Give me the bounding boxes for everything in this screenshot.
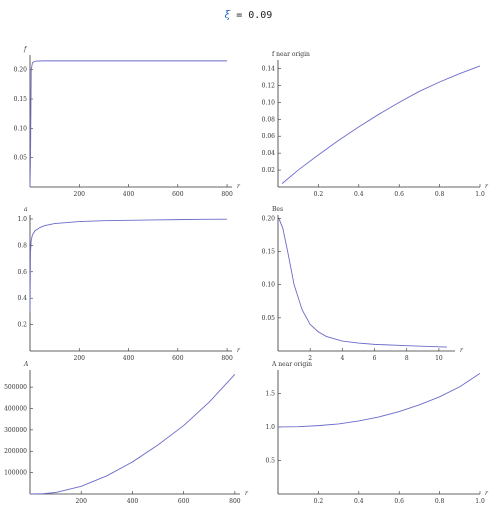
f-origin-x-tick-label: 0.8	[435, 191, 445, 198]
page-title: ξ = 0.09	[0, 10, 497, 21]
A-full-y-tick-label: 200000	[4, 448, 27, 455]
f-origin-x-tick-label: 1.0	[475, 191, 485, 198]
A-full-x-label: r	[245, 490, 249, 497]
A-full-x-tick-label: 200	[75, 498, 87, 505]
A-origin-x-tick-label: 0.6	[394, 498, 404, 505]
f-origin-curve	[281, 65, 481, 184]
A-full-x-tick-label: 600	[178, 498, 190, 505]
A-origin-curve	[277, 372, 481, 428]
bes-x-label: r	[460, 347, 464, 354]
A-full-y-tick-label: 400000	[4, 405, 27, 412]
f-origin-y-tick-label: 0.02	[262, 167, 276, 174]
f-full-y-tick-label: 0.20	[14, 67, 28, 74]
f-full-x-label: r	[237, 183, 241, 190]
bes-y-tick-label: 0.05	[262, 315, 276, 322]
f-full-panel: 200 400 600 800 0.05 0.10 0.15 0.20 f r	[14, 46, 241, 198]
xi-symbol: ξ	[224, 10, 231, 21]
f-full-y-tick-label: 0.10	[14, 125, 28, 132]
xi-value: = 0.09	[236, 10, 273, 21]
bes-y-tick-label: 0.20	[262, 215, 276, 222]
A-full-curve	[29, 373, 236, 495]
A-full-y-label: A	[23, 361, 29, 368]
A-full-y-tick-label: 500000	[4, 384, 27, 391]
bes-x-tick-label: 4	[340, 355, 344, 362]
f-full-x-tick-label: 400	[123, 191, 135, 198]
bes-x-tick-label: 8	[405, 355, 409, 362]
a-full-y-tick-label: 1.0	[17, 216, 27, 223]
A-origin-x-label: r	[485, 490, 489, 497]
f-full-y-label: f	[23, 46, 28, 53]
bes-y-tick-label: 0.10	[262, 282, 276, 289]
f-origin-y-tick-label: 0.06	[262, 133, 276, 140]
A-origin-y-tick-label: 1.0	[265, 424, 275, 431]
A-origin-x-tick-label: 1.0	[475, 498, 485, 505]
f-origin-x-label: r	[485, 183, 489, 190]
f-origin-y-tick-label: 0.04	[262, 150, 276, 157]
f-origin-x-tick-label: 0.4	[354, 191, 364, 198]
f-origin-y-tick-label: 0.12	[262, 82, 276, 89]
f-full-x-tick-label: 200	[74, 191, 86, 198]
f-origin-panel: 0.2 0.4 0.6 0.8 1.0 0.02 0.04 0.06 0.08 0.10 0.12 0…	[262, 51, 489, 198]
bes-curve	[278, 218, 447, 348]
a-full-x-tick-label: 200	[74, 355, 86, 362]
a-full-x-tick-label: 600	[172, 355, 184, 362]
bes-y-tick-label: 0.15	[262, 248, 276, 255]
A-full-y-tick-label: 100000	[4, 470, 27, 477]
a-full-y-tick-label: 0.8	[17, 242, 27, 249]
A-origin-y-label: A near origin	[271, 361, 312, 368]
a-full-x-label: r	[237, 347, 241, 354]
f-origin-x-tick-label: 0.2	[314, 191, 324, 198]
bes-x-tick-label: 10	[435, 355, 443, 362]
a-full-y-label: a	[24, 206, 28, 213]
A-origin-x-tick-label: 0.2	[314, 498, 324, 505]
a-full-y-tick-label: 0.4	[17, 295, 27, 302]
f-origin-x-tick-label: 0.6	[394, 191, 404, 198]
a-full-x-tick-label: 400	[123, 355, 135, 362]
f-origin-y-tick-label: 0.10	[262, 99, 276, 106]
a-full-curve	[29, 218, 228, 312]
A-origin-x-tick-label: 0.8	[435, 498, 445, 505]
bes-y-label: Bes	[272, 206, 283, 213]
f-full-y-tick-label: 0.15	[14, 96, 28, 103]
A-origin-panel: 0.2 0.4 0.6 0.8 1.0 0.5 1.0 1.5 A near origin r	[265, 361, 489, 505]
A-full-x-tick-label: 800	[229, 498, 241, 505]
a-full-x-tick-label: 800	[221, 355, 233, 362]
bes-x-tick-label: 6	[373, 355, 377, 362]
f-origin-y-tick-label: 0.14	[262, 65, 276, 72]
A-origin-y-tick-label: 0.5	[265, 457, 275, 464]
A-full-x-tick-label: 400	[127, 498, 139, 505]
a-full-y-tick-label: 0.2	[17, 322, 27, 329]
f-origin-y-label: f near origin	[272, 51, 310, 58]
bes-panel: 2 4 6 8 10 0.05 0.10 0.15 0.20 Bes r	[262, 206, 464, 362]
f-full-x-tick-label: 800	[221, 191, 233, 198]
bes-x-tick-label: 2	[308, 355, 312, 362]
A-origin-y-tick-label: 1.5	[265, 390, 275, 397]
A-full-panel: 200 400 600 800 100000 200000 300000 400000 5000…	[4, 361, 249, 505]
f-origin-y-tick-label: 0.08	[262, 116, 276, 123]
A-origin-x-tick-label: 0.4	[354, 498, 364, 505]
A-full-y-tick-label: 300000	[4, 427, 27, 434]
f-full-x-tick-label: 600	[172, 191, 184, 198]
a-full-y-tick-label: 0.6	[17, 269, 27, 276]
a-full-panel: 200 400 600 800 0.2 0.4 0.6 0.8 1.0 a r	[17, 206, 241, 362]
f-full-y-tick-label: 0.05	[14, 155, 28, 162]
f-full-curve	[29, 60, 228, 188]
